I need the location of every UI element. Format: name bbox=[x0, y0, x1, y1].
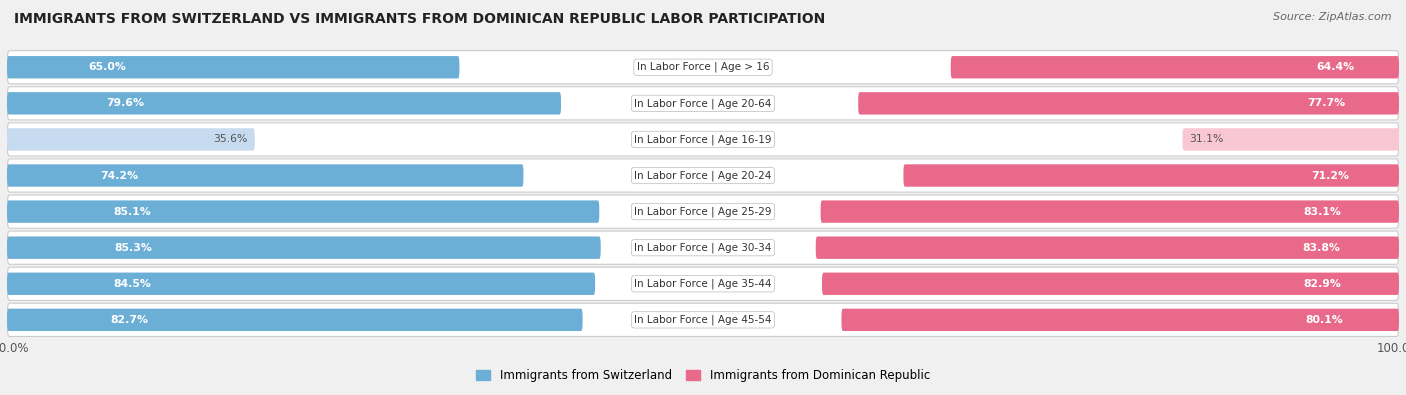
Text: In Labor Force | Age 45-54: In Labor Force | Age 45-54 bbox=[634, 314, 772, 325]
FancyBboxPatch shape bbox=[842, 308, 1399, 331]
FancyBboxPatch shape bbox=[858, 92, 1399, 115]
Text: In Labor Force | Age 20-24: In Labor Force | Age 20-24 bbox=[634, 170, 772, 181]
Text: 80.1%: 80.1% bbox=[1306, 315, 1343, 325]
Text: 82.7%: 82.7% bbox=[111, 315, 149, 325]
Text: 65.0%: 65.0% bbox=[89, 62, 127, 72]
Text: 79.6%: 79.6% bbox=[107, 98, 145, 108]
FancyBboxPatch shape bbox=[7, 164, 523, 187]
FancyBboxPatch shape bbox=[7, 159, 1399, 192]
Text: 35.6%: 35.6% bbox=[214, 134, 247, 145]
FancyBboxPatch shape bbox=[904, 164, 1399, 187]
FancyBboxPatch shape bbox=[7, 128, 254, 150]
FancyBboxPatch shape bbox=[7, 195, 1399, 228]
Text: 82.9%: 82.9% bbox=[1303, 279, 1341, 289]
FancyBboxPatch shape bbox=[7, 92, 561, 115]
Text: In Labor Force | Age 20-64: In Labor Force | Age 20-64 bbox=[634, 98, 772, 109]
Text: 64.4%: 64.4% bbox=[1316, 62, 1354, 72]
Text: In Labor Force | Age 35-44: In Labor Force | Age 35-44 bbox=[634, 278, 772, 289]
Text: 71.2%: 71.2% bbox=[1312, 171, 1350, 181]
Text: In Labor Force | Age > 16: In Labor Force | Age > 16 bbox=[637, 62, 769, 73]
FancyBboxPatch shape bbox=[7, 303, 1399, 337]
FancyBboxPatch shape bbox=[7, 200, 599, 223]
FancyBboxPatch shape bbox=[7, 237, 600, 259]
Text: IMMIGRANTS FROM SWITZERLAND VS IMMIGRANTS FROM DOMINICAN REPUBLIC LABOR PARTICIP: IMMIGRANTS FROM SWITZERLAND VS IMMIGRANT… bbox=[14, 12, 825, 26]
FancyBboxPatch shape bbox=[7, 267, 1399, 300]
FancyBboxPatch shape bbox=[7, 231, 1399, 264]
Text: 84.5%: 84.5% bbox=[112, 279, 150, 289]
FancyBboxPatch shape bbox=[823, 273, 1399, 295]
FancyBboxPatch shape bbox=[7, 273, 595, 295]
FancyBboxPatch shape bbox=[7, 51, 1399, 84]
Legend: Immigrants from Switzerland, Immigrants from Dominican Republic: Immigrants from Switzerland, Immigrants … bbox=[471, 364, 935, 386]
Text: In Labor Force | Age 30-34: In Labor Force | Age 30-34 bbox=[634, 243, 772, 253]
Text: 85.3%: 85.3% bbox=[114, 243, 152, 253]
FancyBboxPatch shape bbox=[821, 200, 1399, 223]
Text: 83.1%: 83.1% bbox=[1303, 207, 1341, 216]
Text: 74.2%: 74.2% bbox=[100, 171, 138, 181]
Text: 77.7%: 77.7% bbox=[1306, 98, 1346, 108]
FancyBboxPatch shape bbox=[950, 56, 1399, 79]
FancyBboxPatch shape bbox=[7, 308, 582, 331]
FancyBboxPatch shape bbox=[1182, 128, 1399, 150]
Text: 83.8%: 83.8% bbox=[1303, 243, 1341, 253]
FancyBboxPatch shape bbox=[815, 237, 1399, 259]
Text: Source: ZipAtlas.com: Source: ZipAtlas.com bbox=[1274, 12, 1392, 22]
Text: In Labor Force | Age 25-29: In Labor Force | Age 25-29 bbox=[634, 206, 772, 217]
Text: 31.1%: 31.1% bbox=[1189, 134, 1223, 145]
Text: In Labor Force | Age 16-19: In Labor Force | Age 16-19 bbox=[634, 134, 772, 145]
FancyBboxPatch shape bbox=[7, 56, 460, 79]
FancyBboxPatch shape bbox=[7, 87, 1399, 120]
Text: 85.1%: 85.1% bbox=[114, 207, 152, 216]
FancyBboxPatch shape bbox=[7, 123, 1399, 156]
